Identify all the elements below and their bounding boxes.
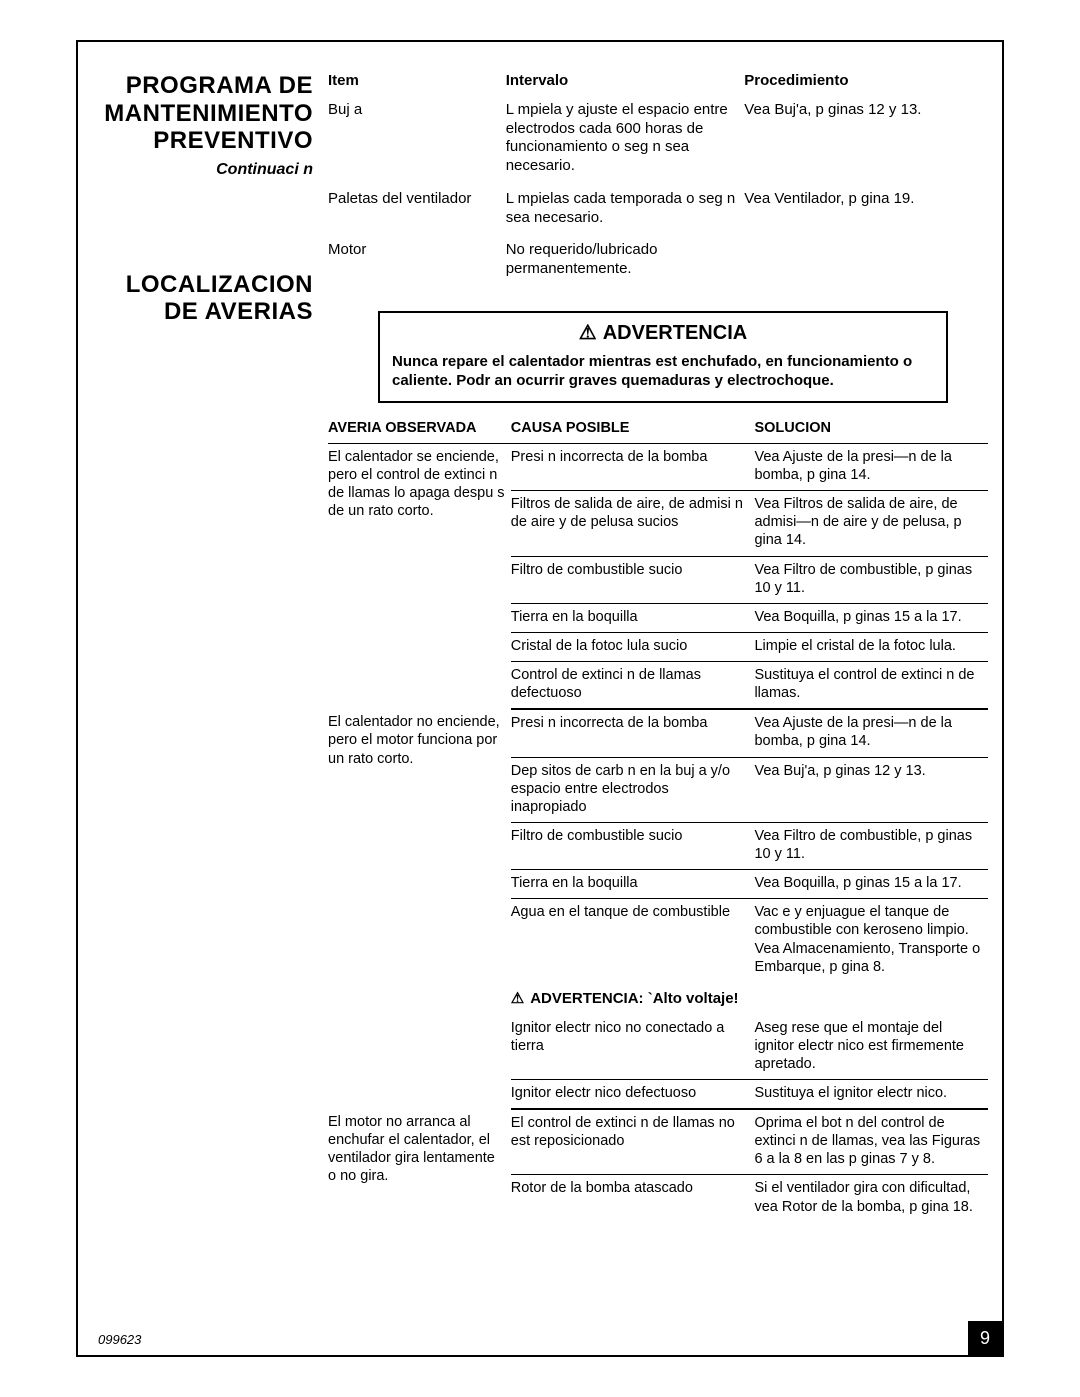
footer-code: 099623 [98, 1332, 141, 1347]
table-row: Paletas del ventilador L mpielas cada te… [328, 186, 988, 238]
cell-solution: Vea Ajuste de la presi—n de la bomba, p … [754, 443, 988, 490]
cell-solution: Limpie el cristal de la fotoc lula. [754, 632, 988, 661]
cell-cause: Filtros de salida de aire, de admisi n d… [511, 491, 755, 556]
col-procedure: Procedimiento [744, 72, 988, 97]
cell-cause: Rotor de la bomba atascado [511, 1175, 755, 1220]
col-observed: AVERIA OBSERVADA [328, 417, 511, 444]
col-solution: SOLUCION [754, 417, 988, 444]
cell-solution: Sustituya el control de extinci n de lla… [754, 662, 988, 710]
cell-observed: El motor no arranca al enchufar el calen… [328, 1109, 511, 1220]
cell-item: Paletas del ventilador [328, 186, 506, 238]
heading-line: DE AVERIAS [164, 298, 313, 325]
cell-solution: Vea Filtros de salida de aire, de admisi… [754, 491, 988, 556]
table-header-row: Item Intervalo Procedimiento [328, 72, 988, 97]
table-row: Motor No requerido/lubricado permanentem… [328, 237, 988, 289]
cell-solution: Vea Boquilla, p ginas 15 a la 17. [754, 603, 988, 632]
heading-troubleshooting: LOCALIZACION DE AVERIAS [98, 271, 313, 326]
cell-item: Motor [328, 237, 506, 289]
table-header-row: AVERIA OBSERVADA CAUSA POSIBLE SOLUCION [328, 417, 988, 444]
cell-solution: Si el ventilador gira con dificultad, ve… [754, 1175, 988, 1220]
warning-icon: ⚠ [511, 990, 524, 1007]
warning-body: Nunca repare el calentador mientras est … [392, 352, 934, 391]
col-interval: Intervalo [506, 72, 745, 97]
cell-interval: No requerido/lubricado permanentemente. [506, 237, 745, 289]
cell-cause: Presi n incorrecta de la bomba [511, 709, 755, 757]
table-row: El motor no arranca al enchufar el calen… [328, 1109, 988, 1175]
hv-warning-text: ADVERTENCIA: `Alto voltaje! [530, 990, 738, 1007]
heading-line: PROGRAMA DE [126, 72, 313, 99]
heading-line: PREVENTIVO [153, 127, 313, 154]
cell-cause: Agua en el tanque de combustible [511, 899, 755, 980]
right-column: Item Intervalo Procedimiento Buj a L mpi… [328, 72, 988, 1220]
continuation-label: Continuaci n [98, 161, 313, 179]
cell-procedure: Vea Ventilador, p gina 19. [744, 186, 988, 238]
cell-procedure [744, 237, 988, 289]
page-number: 9 [968, 1321, 1002, 1355]
cell-solution: Vea Filtro de combustible, p ginas 10 y … [754, 822, 988, 869]
cell-cause: Cristal de la fotoc lula sucio [511, 632, 755, 661]
heading-maintenance: PROGRAMA DE MANTENIMIENTO PREVENTIVO [98, 72, 313, 155]
col-cause: CAUSA POSIBLE [511, 417, 755, 444]
col-item: Item [328, 72, 506, 97]
cell-cause: Filtro de combustible sucio [511, 556, 755, 603]
cell-solution: Vea Buj'a, p ginas 12 y 13. [754, 757, 988, 822]
troubleshoot-table: AVERIA OBSERVADA CAUSA POSIBLE SOLUCION … [328, 417, 988, 1220]
cell-observed: El calentador no enciende, pero el motor… [328, 709, 511, 1109]
cell-interval: L mpielas cada temporada o seg n sea nec… [506, 186, 745, 238]
cell-cause: Control de extinci n de llamas defectuos… [511, 662, 755, 710]
cell-item: Buj a [328, 97, 506, 186]
warning-box: ⚠ ADVERTENCIA Nunca repare el calentador … [378, 311, 948, 403]
cell-cause: Presi n incorrecta de la bomba [511, 443, 755, 490]
cell-cause: Filtro de combustible sucio [511, 822, 755, 869]
cell-cause: Ignitor electr nico defectuoso [511, 1079, 755, 1109]
cell-solution: Sustituya el ignitor electr nico. [754, 1079, 988, 1109]
cell-interval: L mpiela y ajuste el espacio entre elect… [506, 97, 745, 186]
table-row: El calentador se enciende, pero el contr… [328, 443, 988, 490]
cell-solution: Aseg rese que el montaje del ignitor ele… [754, 1015, 988, 1080]
table-row: Buj a L mpiela y ajuste el espacio entre… [328, 97, 988, 186]
table-row: El calentador no enciende, pero el motor… [328, 709, 988, 757]
cell-cause: Ignitor electr nico no conectado a tierr… [511, 1015, 755, 1080]
high-voltage-warning: ⚠ ADVERTENCIA: `Alto voltaje! [511, 980, 988, 1015]
cell-procedure: Vea Buj'a, p ginas 12 y 13. [744, 97, 988, 186]
warning-title: ⚠ ADVERTENCIA [392, 321, 934, 346]
warning-icon: ⚠ [579, 322, 597, 344]
cell-cause: Tierra en la boquilla [511, 603, 755, 632]
maintenance-table: Item Intervalo Procedimiento Buj a L mpi… [328, 72, 988, 289]
cell-cause: Dep sitos de carb n en la buj a y/o espa… [511, 757, 755, 822]
cell-cause: Tierra en la boquilla [511, 870, 755, 899]
cell-solution: Vea Ajuste de la presi—n de la bomba, p … [754, 709, 988, 757]
heading-line: MANTENIMIENTO [104, 100, 313, 127]
cell-solution: Vac e y enjuague el tanque de combustibl… [754, 899, 988, 980]
cell-solution: Oprima el bot n del control de extinci n… [754, 1109, 988, 1175]
warning-title-text: ADVERTENCIA [603, 322, 747, 344]
cell-solution: Vea Boquilla, p ginas 15 a la 17. [754, 870, 988, 899]
cell-observed: El calentador se enciende, pero el contr… [328, 443, 511, 709]
cell-cause: El control de extinci n de llamas no est… [511, 1109, 755, 1175]
left-column: PROGRAMA DE MANTENIMIENTO PREVENTIVO Con… [98, 72, 313, 326]
cell-solution: Vea Filtro de combustible, p ginas 10 y … [754, 556, 988, 603]
heading-line: LOCALIZACION [126, 271, 313, 298]
page-frame: PROGRAMA DE MANTENIMIENTO PREVENTIVO Con… [76, 40, 1004, 1357]
